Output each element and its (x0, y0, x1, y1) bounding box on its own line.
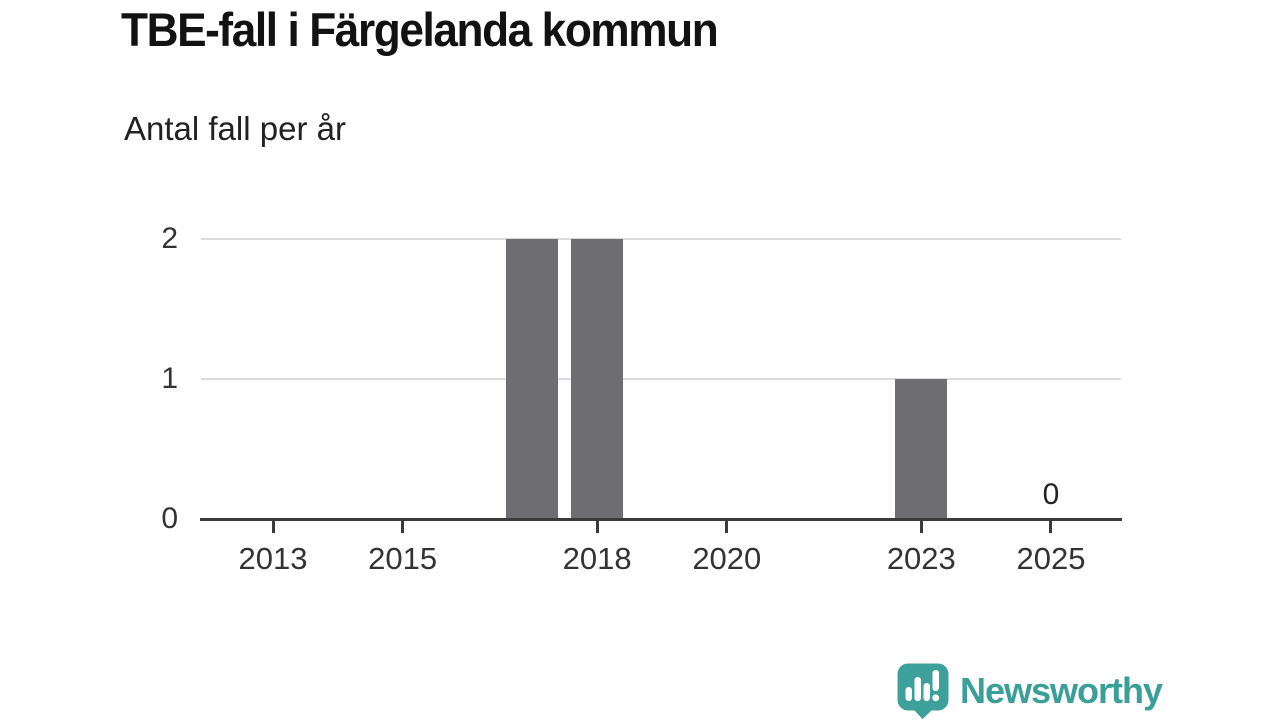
chart-title: TBE-fall i Färgelanda kommun (121, 3, 719, 56)
x-tick-label: 2013 (238, 541, 308, 576)
x-tick-label: 2025 (1016, 541, 1086, 576)
newsworthy-logo: Newsworthy (897, 663, 1163, 719)
y-tick-label: 1 (161, 362, 178, 395)
bar-value-label: 0 (1042, 478, 1060, 511)
x-tick (919, 521, 923, 533)
bar-2017 (506, 239, 559, 518)
x-tick (401, 521, 405, 533)
gridline (201, 238, 1121, 240)
bar-2023 (895, 379, 948, 518)
bar-2018 (571, 239, 624, 518)
newsworthy-brand-text: Newsworthy (960, 670, 1163, 711)
x-tick-label: 2020 (692, 541, 762, 576)
y-tick-label: 2 (161, 222, 178, 255)
x-tick-label: 2015 (368, 541, 438, 576)
x-tick (1049, 521, 1053, 533)
newsworthy-logo-icon (897, 663, 949, 719)
x-tick (271, 521, 275, 533)
x-tick (725, 521, 729, 533)
x-tick-label: 2023 (886, 541, 956, 576)
gridline (201, 378, 1121, 380)
x-tick (595, 521, 599, 533)
chart-subtitle: Antal fall per år (124, 110, 346, 147)
x-axis-line (200, 518, 1122, 521)
x-tick-label: 2018 (562, 541, 632, 576)
y-tick-label: 0 (161, 502, 178, 535)
